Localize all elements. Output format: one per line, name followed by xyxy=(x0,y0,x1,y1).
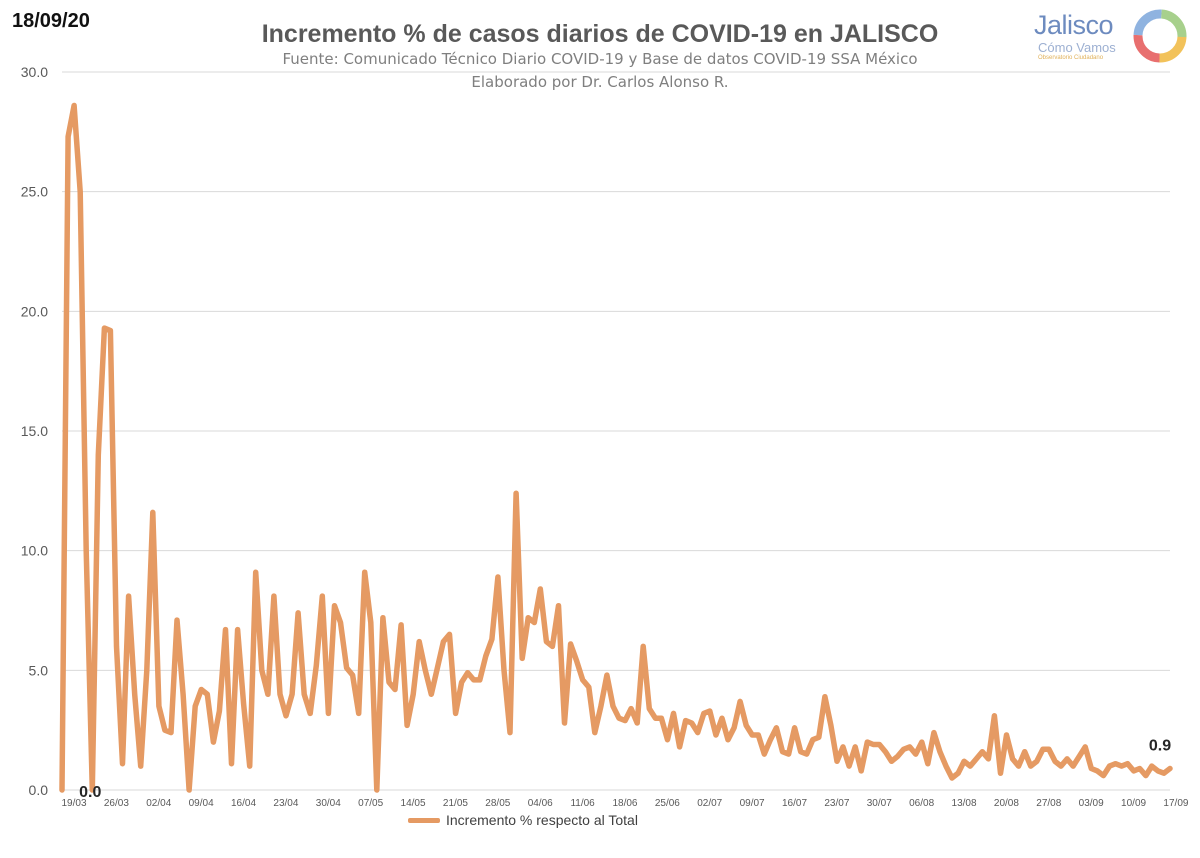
x-tick-label: 27/08 xyxy=(1036,798,1061,809)
y-tick-label: 20.0 xyxy=(21,303,48,319)
x-tick-label: 02/07 xyxy=(697,798,722,809)
x-tick-label: 21/05 xyxy=(443,798,468,809)
y-tick-label: 5.0 xyxy=(29,662,49,678)
x-tick-label: 26/03 xyxy=(104,798,129,809)
x-tick-label: 20/08 xyxy=(994,798,1019,809)
x-tick-label: 23/07 xyxy=(824,798,849,809)
y-axis-ticks: 0.0 5.0 10.0 15.0 20.0 25.0 30.0 xyxy=(21,64,48,798)
x-tick-label: 23/04 xyxy=(273,798,298,809)
x-axis-ticks: 19/03 26/03 02/04 09/04 16/04 23/04 30/04 07/05… xyxy=(61,798,1188,809)
x-tick-label: 06/08 xyxy=(909,798,934,809)
x-tick-label: 17/09 xyxy=(1163,798,1188,809)
x-tick-label: 03/09 xyxy=(1079,798,1104,809)
y-tick-label: 10.0 xyxy=(21,543,48,559)
chart-source: Fuente: Comunicado Técnico Diario COVID-… xyxy=(282,50,918,68)
x-tick-label: 09/04 xyxy=(189,798,214,809)
x-tick-label: 19/03 xyxy=(61,798,86,809)
legend: Incremento % respecto al Total xyxy=(408,812,638,828)
x-tick-label: 13/08 xyxy=(952,798,977,809)
x-tick-label: 11/06 xyxy=(570,798,595,809)
data-label: 0.9 xyxy=(1149,737,1171,754)
x-tick-label: 30/04 xyxy=(316,798,341,809)
chart-author: Elaborado por Dr. Carlos Alonso R. xyxy=(471,73,729,91)
x-tick-label: 02/04 xyxy=(146,798,171,809)
logo-ring-icon xyxy=(1133,9,1187,63)
y-tick-label: 30.0 xyxy=(21,64,48,80)
gridlines xyxy=(62,71,1170,791)
x-tick-label: 25/06 xyxy=(655,798,680,809)
legend-swatch xyxy=(408,817,440,823)
logo-small-text: Observatorio Ciudadano xyxy=(1038,55,1104,61)
x-tick-label: 30/07 xyxy=(867,798,892,809)
legend-label: Incremento % respecto al Total xyxy=(446,812,638,828)
x-tick-label: 04/06 xyxy=(528,798,553,809)
x-tick-label: 10/09 xyxy=(1121,798,1146,809)
y-tick-label: 25.0 xyxy=(21,184,48,200)
y-tick-label: 0.0 xyxy=(29,782,49,798)
report-date: 18/09/20 xyxy=(12,10,90,32)
jalisco-como-vamos-logo: Jalisco Cómo Vamos Observatorio Ciudadan… xyxy=(1030,6,1195,66)
data-annotations: 0.0 0.9 xyxy=(79,737,1171,801)
x-tick-label: 09/07 xyxy=(740,798,765,809)
x-tick-label: 18/06 xyxy=(612,798,637,809)
x-tick-label: 07/05 xyxy=(358,798,383,809)
data-label: 0.0 xyxy=(79,784,101,801)
series-line-incremento xyxy=(59,102,1173,793)
chart-title: Incremento % de casos diarios de COVID-1… xyxy=(261,20,939,48)
logo-name: Jalisco xyxy=(1034,10,1114,40)
x-tick-label: 14/05 xyxy=(401,798,426,809)
y-tick-label: 15.0 xyxy=(21,423,48,439)
logo-tagline: Cómo Vamos xyxy=(1038,40,1116,55)
x-tick-label: 16/04 xyxy=(231,798,256,809)
x-tick-label: 16/07 xyxy=(782,798,807,809)
x-tick-label: 28/05 xyxy=(485,798,510,809)
